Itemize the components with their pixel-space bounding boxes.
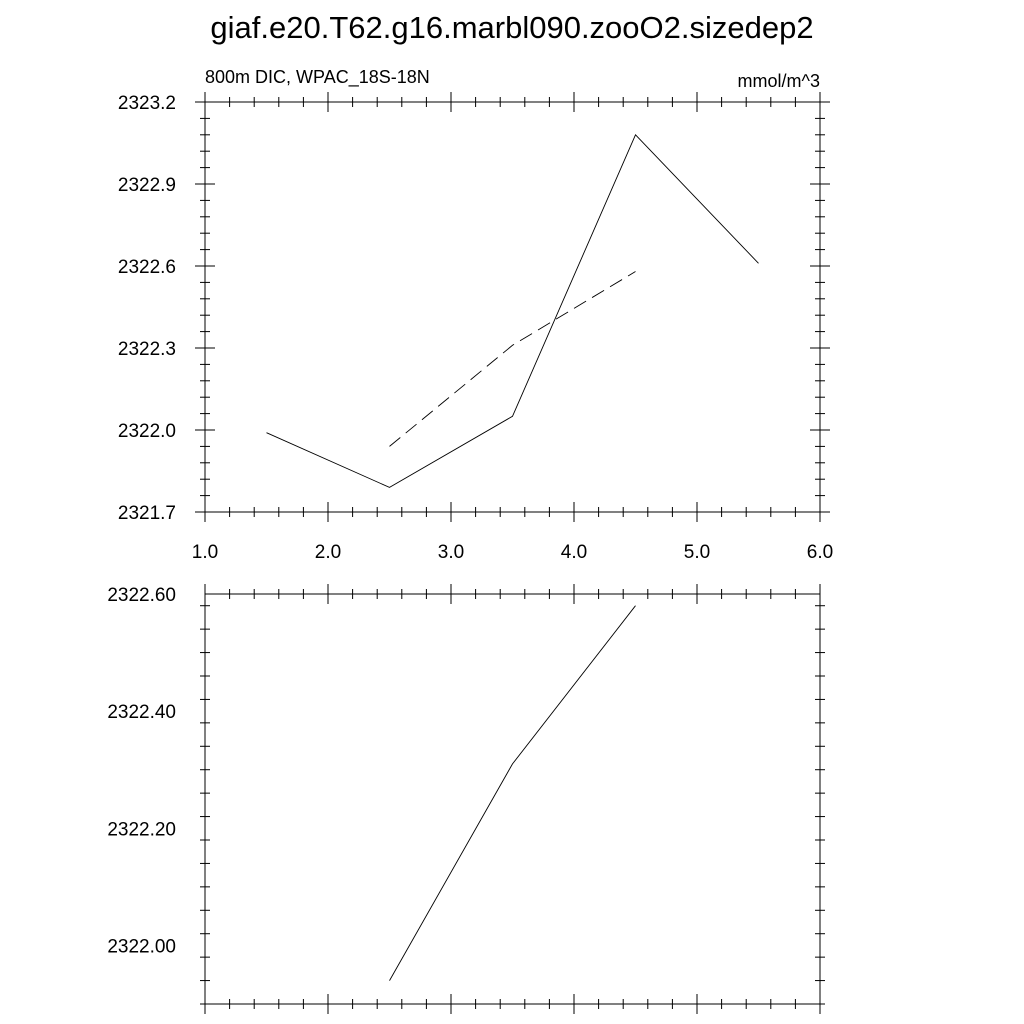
top-y-tick-label: 2322.6 <box>118 257 176 278</box>
bottom-y-tick-label: 2322.60 <box>107 585 176 606</box>
top-x-tick-label: 1.0 <box>192 542 218 563</box>
top-y-tick-label: 2323.2 <box>118 93 176 114</box>
bottom-panel: 2322.00 2322.20 2322.40 2322.60 <box>107 584 825 1014</box>
top-x-tick-label: 6.0 <box>807 542 833 563</box>
top-panel: 800m DIC, WPAC_18S-18N mmol/m^3 1.0 2.0 3.… <box>118 67 833 563</box>
top-x-tick-label: 5.0 <box>684 542 710 563</box>
top-y-tick-label: 2322.3 <box>118 339 176 360</box>
top-series-solid-line <box>266 134 759 488</box>
bottom-y-tick-label: 2322.40 <box>107 702 176 723</box>
bottom-series-solid-line <box>389 605 636 981</box>
top-panel-left-string: 800m DIC, WPAC_18S-18N <box>205 67 430 88</box>
bottom-y-tick-label: 2322.20 <box>107 819 176 840</box>
top-series-dashed-line <box>389 271 636 447</box>
top-panel-units: mmol/m^3 <box>738 71 820 91</box>
top-x-tick-label: 3.0 <box>438 542 464 563</box>
top-plot-frame <box>204 101 821 513</box>
top-x-tick-label: 4.0 <box>561 542 587 563</box>
top-y-tick-label: 2321.7 <box>118 503 176 524</box>
top-y-tick-label: 2322.0 <box>118 421 176 442</box>
bottom-plot-frame <box>204 593 821 1005</box>
figure-title: giaf.e20.T62.g16.marbl090.zooO2.sizedep2 <box>210 10 813 45</box>
top-x-tick-label: 2.0 <box>315 542 341 563</box>
top-y-tick-label: 2322.9 <box>118 175 176 196</box>
bottom-y-tick-label: 2322.00 <box>107 936 176 957</box>
